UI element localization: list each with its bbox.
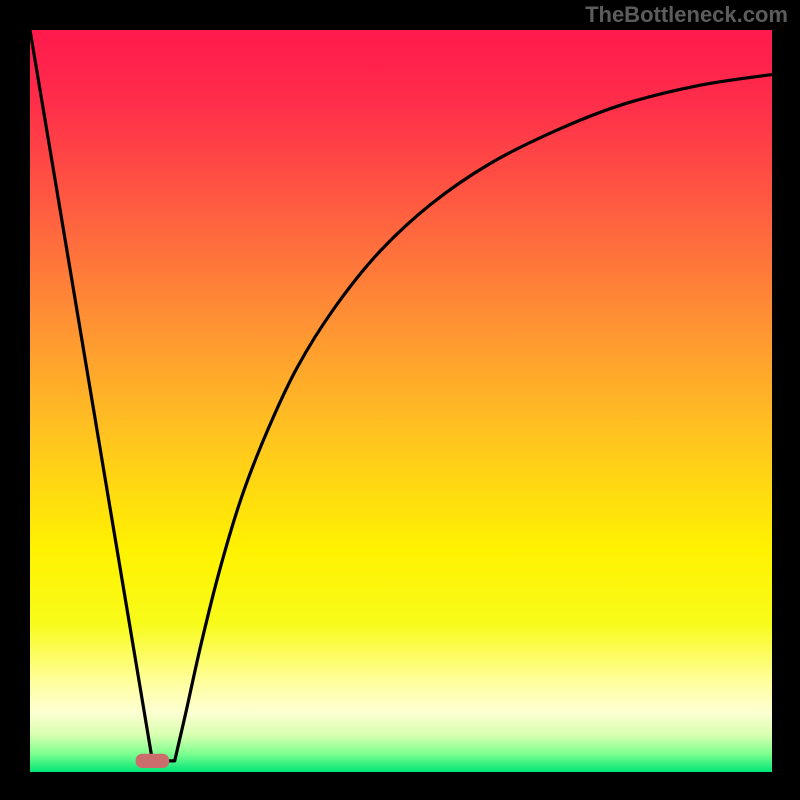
optimal-marker [136, 754, 169, 767]
watermark-text: TheBottleneck.com [585, 2, 788, 28]
plot-background-gradient [30, 30, 772, 772]
bottleneck-chart [0, 0, 800, 800]
chart-container: TheBottleneck.com [0, 0, 800, 800]
